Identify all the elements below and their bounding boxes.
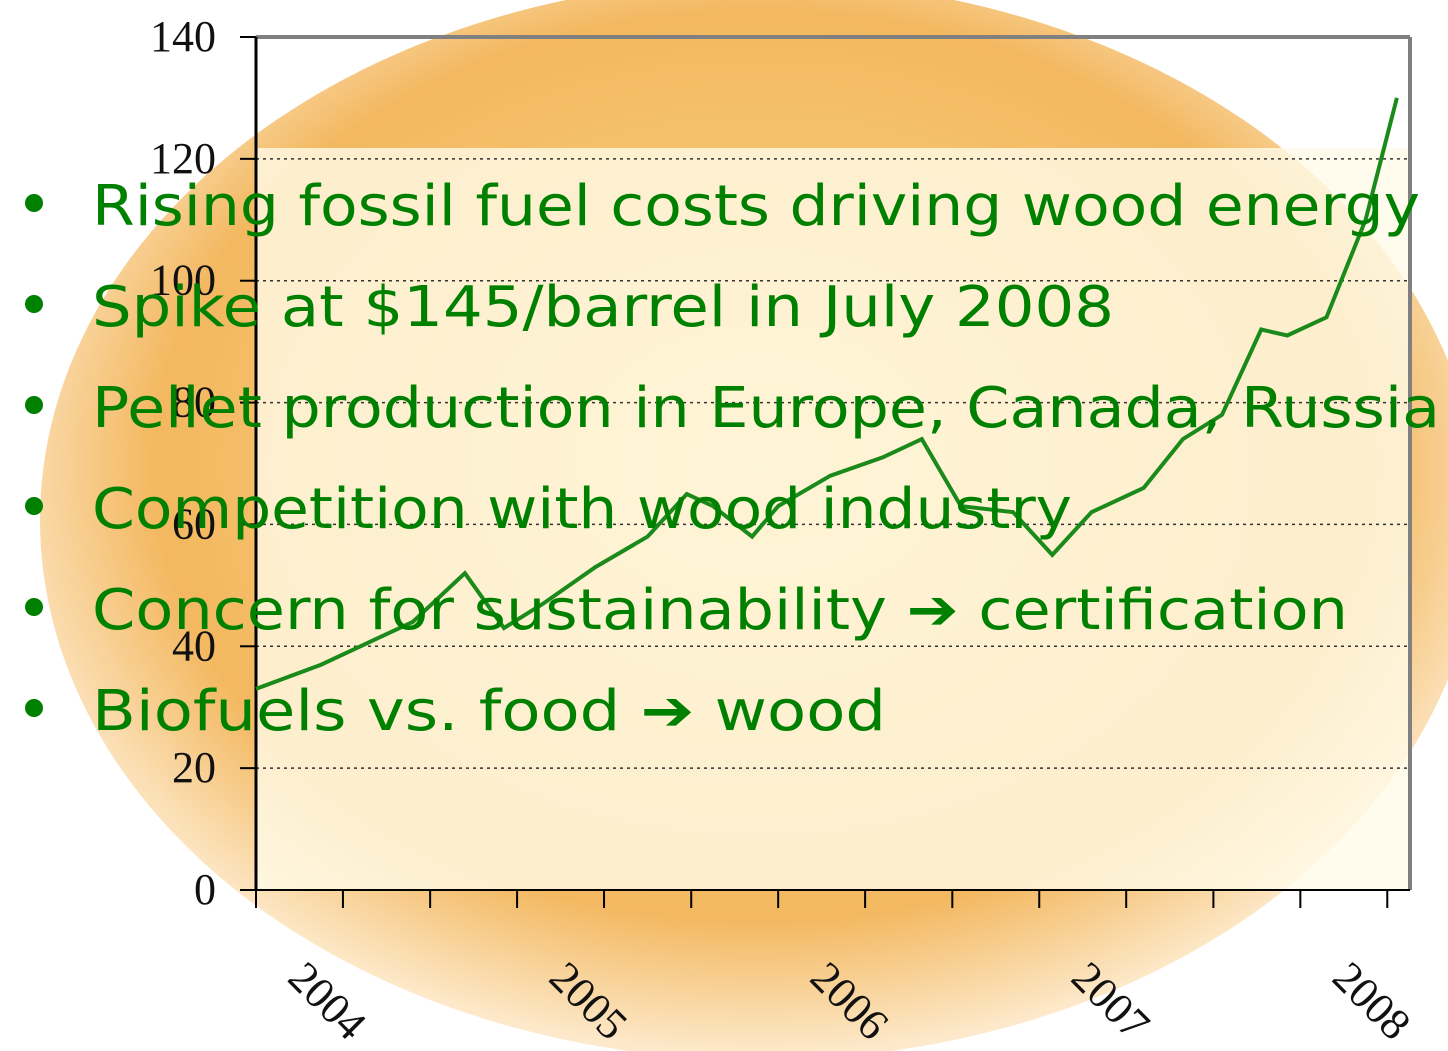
bullet-text: Pellet production in Europe, Canada, Rus… xyxy=(92,376,1440,441)
bullet-list: Rising fossil fuel costs driving wood en… xyxy=(25,174,1440,744)
bullet-text: Rising fossil fuel costs driving wood en… xyxy=(92,174,1420,239)
bullet-text: Competition with wood industry xyxy=(92,477,1072,542)
y-tick-label: 60 xyxy=(172,499,216,548)
y-tick-label: 120 xyxy=(150,134,216,183)
bullet-dot xyxy=(25,396,43,414)
y-tick-label: 80 xyxy=(172,378,216,427)
bullet-dot xyxy=(25,295,43,313)
price-line xyxy=(255,97,1399,691)
bullet-text: Concern for sustainability ➔ certificati… xyxy=(92,578,1348,643)
bullet-dot xyxy=(25,699,43,717)
bullet-dot xyxy=(25,598,43,616)
y-tick-label: 0 xyxy=(194,865,216,914)
y-tick-label: 40 xyxy=(172,621,216,670)
bullet-dot xyxy=(25,194,43,212)
bullet-text: Spike at $145/barrel in July 2008 xyxy=(92,275,1114,340)
y-tick-label: 140 xyxy=(150,12,216,61)
plot-overlay xyxy=(256,148,1410,890)
bullet-dot xyxy=(25,497,43,515)
y-tick-label: 100 xyxy=(150,256,216,305)
y-tick-label: 20 xyxy=(172,743,216,792)
bullet-text: Biofuels vs. food ➔ wood xyxy=(92,679,886,744)
